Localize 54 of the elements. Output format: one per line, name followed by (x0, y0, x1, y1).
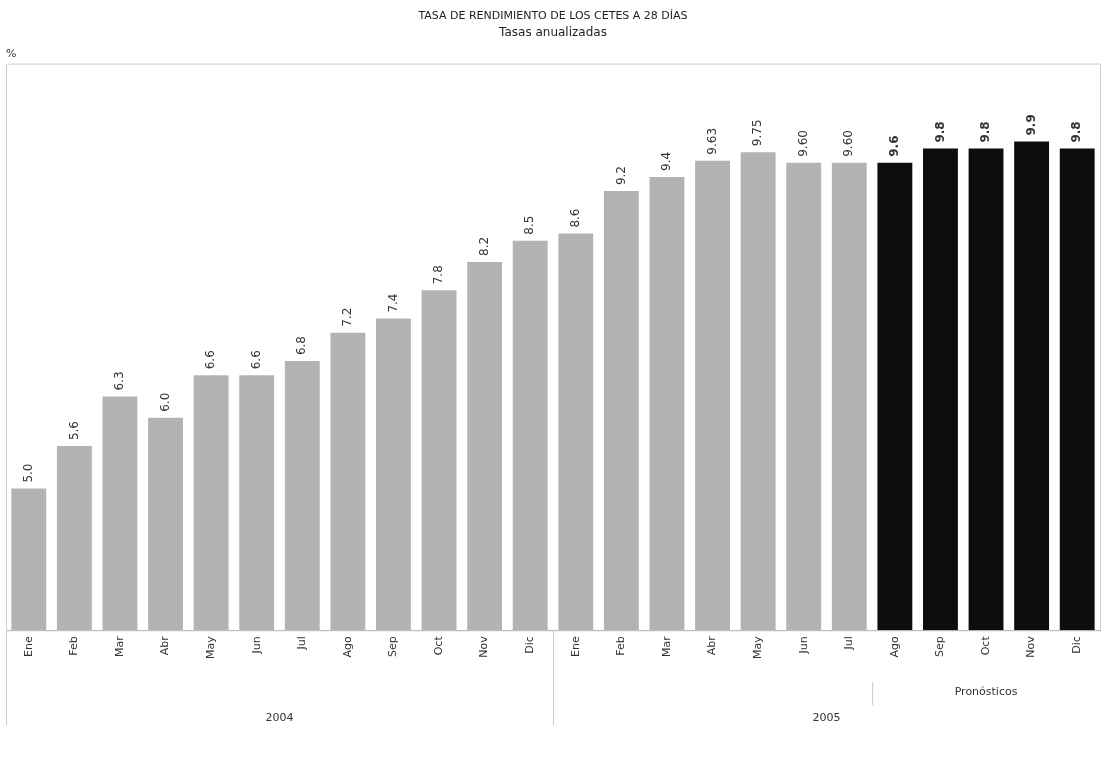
x-tick-label: Abr (705, 635, 719, 656)
text: Pronósticos (954, 685, 1018, 699)
x-tick-label: Ago (887, 636, 901, 658)
x-tick-label: Mar (112, 635, 126, 658)
data-label: 9.4 (659, 151, 674, 171)
chart-subtitle: Tasas anualizadas (498, 24, 607, 39)
text: 2004 (265, 711, 294, 725)
data-label: 6.8 (294, 336, 309, 356)
x-tick-label: Nov (1024, 635, 1038, 658)
x-tick-label: Sep (386, 636, 400, 657)
x-tick-label: Ene (568, 636, 582, 657)
data-label: 7.2 (340, 307, 354, 327)
x-tick-label: Oct (978, 635, 992, 656)
data-label: 8.5 (522, 215, 537, 235)
x-tick-label: Nov (477, 635, 491, 658)
data-label: 9.60 (841, 130, 856, 157)
data-label: 9.8 (1069, 121, 1084, 143)
x-tick-label: Jul (295, 636, 309, 651)
data-label: 9.8 (978, 121, 993, 143)
x-tick-label: Jun (249, 636, 263, 655)
x-tick-label: Oct (431, 635, 445, 656)
x-tick-label: Abr (158, 635, 172, 656)
chart-title: TASA DE RENDIMIENTO DE LOS CETES A 28 DÍAS (417, 9, 688, 23)
data-label: 9.75 (750, 119, 765, 147)
y-axis-title: % (6, 46, 17, 60)
x-tick-label: Sep (933, 636, 947, 657)
x-tick-label: Jul (842, 636, 856, 651)
data-label: 5.6 (66, 421, 81, 441)
x-tick-label: May (750, 635, 764, 660)
x-tick-label: Ene (21, 636, 35, 657)
data-label: 9.6 (887, 135, 901, 157)
x-tick-label: Dic (523, 636, 537, 654)
data-label: 9.2 (613, 166, 628, 186)
data-label: 9.63 (704, 127, 719, 155)
data-label: 9.60 (795, 130, 810, 157)
x-tick-label: Mar (659, 635, 673, 658)
data-label: 6.3 (112, 371, 127, 391)
data-label: 7.8 (431, 265, 446, 285)
text: 2005 (812, 711, 841, 725)
data-label: 7.4 (385, 293, 400, 313)
data-label: 5.0 (20, 463, 35, 483)
data-label: 6.0 (157, 392, 172, 412)
data-label: 6.6 (248, 350, 263, 370)
x-tick-label: Jun (796, 636, 810, 655)
data-label: 9.8 (932, 121, 947, 143)
x-tick-label: May (203, 635, 217, 660)
x-tick-label: Dic (1070, 636, 1084, 654)
data-label: 6.6 (203, 350, 218, 370)
x-tick-label: Ago (340, 636, 354, 658)
x-tick-label: Feb (614, 636, 628, 656)
data-label: 8.2 (476, 236, 491, 256)
data-label: 8.6 (567, 208, 582, 228)
x-tick-label: Feb (67, 636, 81, 656)
data-label: 9.9 (1023, 114, 1038, 136)
